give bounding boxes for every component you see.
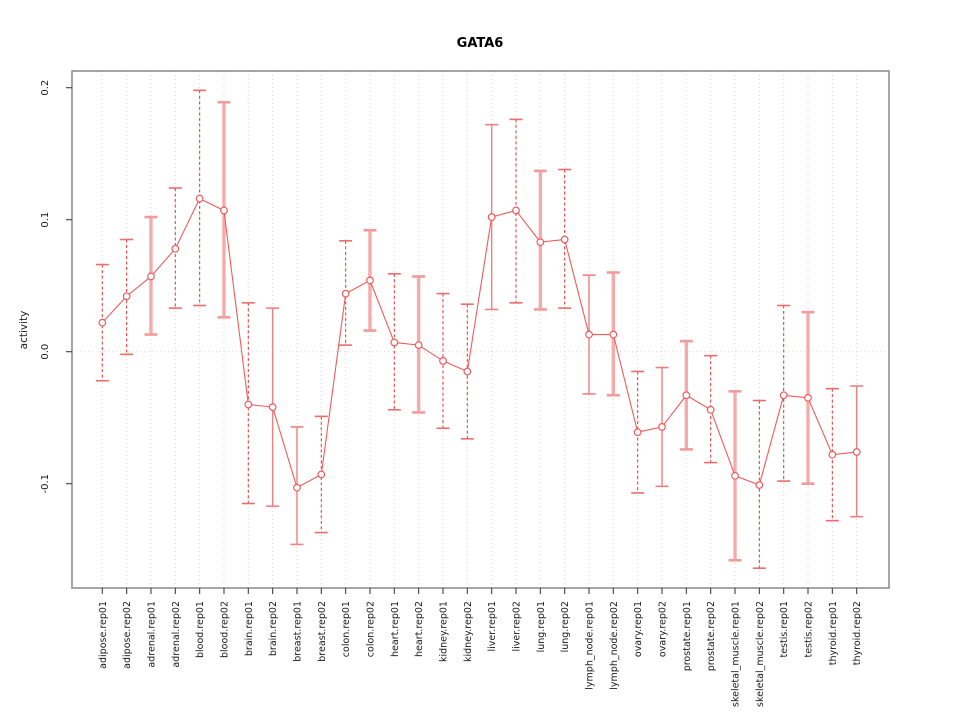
x-category-label: skeletal_muscle.rep01 — [731, 601, 742, 707]
x-category-label: skeletal_muscle.rep02 — [755, 601, 766, 707]
data-point-marker — [293, 483, 301, 492]
x-category-label: breast.rep02 — [317, 601, 328, 662]
data-point-marker — [220, 206, 228, 215]
x-category-label: testis.rep01 — [779, 601, 790, 658]
x-category-label: lung.rep02 — [560, 601, 571, 652]
data-point-marker — [463, 367, 472, 376]
data-point-marker — [268, 403, 277, 412]
data-point-marker — [828, 450, 837, 459]
data-point-marker — [390, 338, 399, 347]
data-point-marker — [341, 289, 350, 298]
plot-border — [71, 70, 890, 589]
x-category-label: adrenal.rep02 — [171, 601, 182, 668]
x-category-label: breast.rep01 — [292, 601, 303, 662]
x-category-label: colon.rep01 — [341, 601, 352, 657]
data-point-marker — [536, 238, 545, 247]
data-point-marker — [609, 330, 618, 339]
x-category-label: lymph_node.rep02 — [609, 601, 620, 690]
x-category-label: prostate.rep01 — [682, 601, 693, 671]
data-point-marker — [487, 213, 496, 221]
x-category-label: brain.rep02 — [268, 601, 279, 656]
data-point-marker — [512, 206, 520, 215]
data-point-marker — [779, 391, 788, 400]
data-point-marker — [122, 292, 131, 301]
series-line — [101, 197, 857, 489]
data-point-marker — [585, 330, 593, 339]
x-category-label: adipose.rep01 — [98, 601, 109, 669]
x-category-label: thyroid.rep02 — [852, 601, 863, 665]
data-point-marker — [147, 272, 155, 281]
data-point-marker — [731, 471, 739, 480]
x-category-label: testis.rep02 — [804, 601, 815, 658]
y-axis-label: activity — [18, 311, 30, 350]
data-point-marker — [171, 244, 180, 253]
x-category-label: kidney.rep02 — [463, 601, 474, 662]
x-category-label: adipose.rep02 — [122, 601, 133, 669]
x-category-label: blood.rep02 — [219, 601, 230, 658]
x-category-label: blood.rep01 — [195, 601, 206, 658]
data-point-marker — [439, 357, 447, 365]
data-point-marker — [98, 318, 107, 327]
x-category-label: heart.rep01 — [390, 601, 401, 657]
x-category-label: adrenal.rep01 — [146, 601, 157, 668]
data-point-marker — [804, 394, 812, 402]
x-category-label: heart.rep02 — [414, 601, 425, 657]
y-tick-label: 0.1 — [40, 212, 51, 228]
x-category-label: lymph_node.rep01 — [585, 601, 596, 690]
data-point-marker — [658, 423, 666, 431]
data-point-marker — [244, 400, 253, 409]
x-category-label: kidney.rep01 — [438, 601, 449, 662]
x-category-label: liver.rep02 — [511, 601, 522, 651]
x-category-label: colon.rep02 — [365, 601, 376, 657]
y-tick-label: -0.1 — [40, 474, 51, 494]
x-category-label: ovary.rep02 — [658, 601, 669, 657]
x-category-label: ovary.rep01 — [633, 601, 644, 657]
y-tick-label: 0.0 — [40, 344, 51, 360]
data-point-marker — [195, 194, 204, 203]
data-point-marker — [755, 481, 764, 489]
data-point-marker — [317, 470, 326, 479]
data-point-marker — [633, 428, 642, 437]
data-point-marker — [706, 405, 715, 414]
data-point-marker — [366, 276, 374, 285]
data-point-marker — [414, 341, 423, 350]
x-category-label: thyroid.rep01 — [828, 601, 839, 665]
chart-title: GATA6 — [457, 36, 504, 51]
x-category-label: liver.rep01 — [487, 601, 498, 651]
x-category-label: lung.rep01 — [536, 601, 547, 652]
x-category-label: prostate.rep02 — [706, 601, 717, 671]
y-tick-label: 0.2 — [40, 80, 51, 96]
data-point-marker — [682, 391, 691, 400]
data-point-marker — [560, 235, 569, 244]
data-point-marker — [852, 448, 861, 456]
x-category-label: brain.rep01 — [244, 601, 255, 656]
plot-area: -0.1 0.0 0.1 0.2 adipose.rep01 adipose.rep02 a… — [40, 70, 890, 707]
